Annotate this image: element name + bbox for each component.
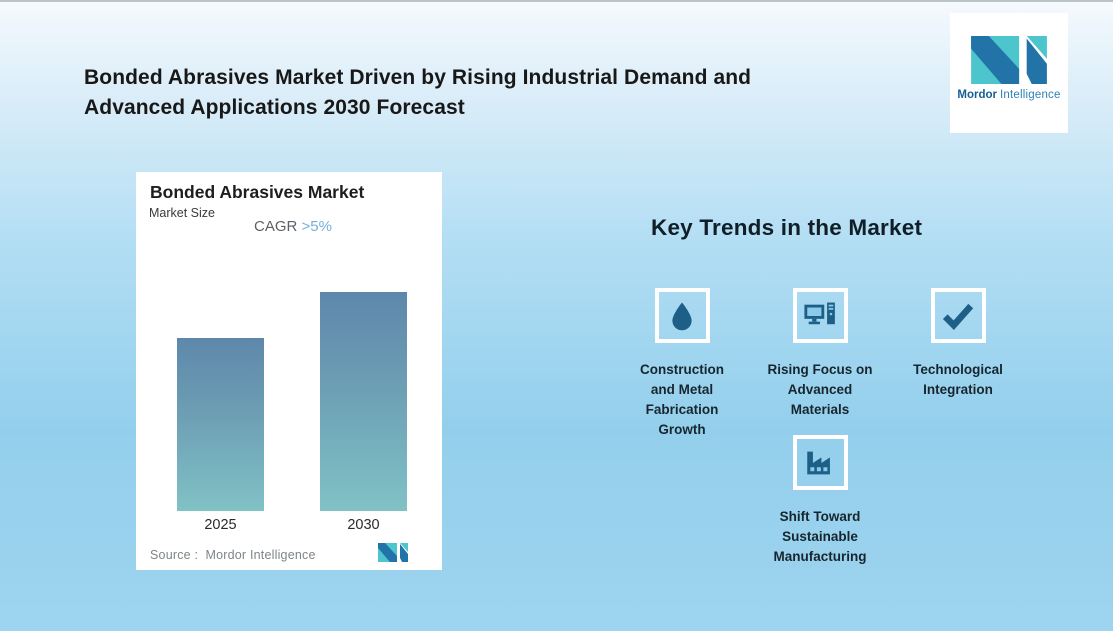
checkmark-icon <box>942 303 974 330</box>
desktop-computer-icon <box>804 302 835 324</box>
trend-label: Technological Integration <box>913 362 1003 397</box>
bar-2030 <box>320 292 407 511</box>
brand-logo-card: Mordor Intelligence <box>950 13 1068 133</box>
trend-icon-box <box>654 288 710 343</box>
market-size-chart-card: Bonded Abrasives Market Market Size CAGR… <box>136 172 442 570</box>
trend-icon-box <box>930 288 986 343</box>
trend-label: Shift Toward Sustainable Manufacturing <box>773 509 867 564</box>
page-title: Bonded Abrasives Market Driven by Rising… <box>84 66 752 119</box>
water-drop-icon <box>672 302 692 330</box>
trend-icon-box <box>792 435 848 490</box>
trend-icon-box <box>792 288 848 343</box>
top-border-line <box>0 0 1113 2</box>
cagr-value: >5% <box>301 218 332 235</box>
trends-heading: Key Trends in the Market <box>651 215 923 240</box>
trend-label: Construction and Metal Fabrication Growt… <box>640 362 724 437</box>
mordor-intelligence-logo-icon <box>971 36 1047 84</box>
source-label: Source : Mordor Intelligence <box>150 548 316 562</box>
bar-2025 <box>177 338 264 511</box>
brand-name-regular: Intelligence <box>1000 89 1061 101</box>
factory-icon <box>807 451 830 474</box>
category-label-2025: 2025 <box>204 517 237 533</box>
brand-name: Mordor Intelligence <box>957 89 1060 101</box>
trend-item-construction: Construction and Metal Fabrication Growt… <box>617 288 747 440</box>
chart-title: Bonded Abrasives Market <box>150 182 365 202</box>
trend-label: Rising Focus on Advanced Materials <box>767 362 873 417</box>
chart-subtitle: Market Size <box>149 206 215 220</box>
trend-item-technological-integration: Technological Integration <box>893 288 1023 400</box>
trend-item-advanced-materials: Rising Focus on Advanced Materials <box>755 288 885 420</box>
cagr-annotation: CAGR >5% <box>254 218 332 235</box>
brand-name-bold: Mordor <box>957 89 997 101</box>
cagr-label: CAGR <box>254 218 302 235</box>
mordor-intelligence-logo-small-icon <box>378 543 408 562</box>
trend-item-sustainable-manufacturing: Shift Toward Sustainable Manufacturing <box>755 435 885 567</box>
category-label-2030: 2030 <box>347 517 380 533</box>
